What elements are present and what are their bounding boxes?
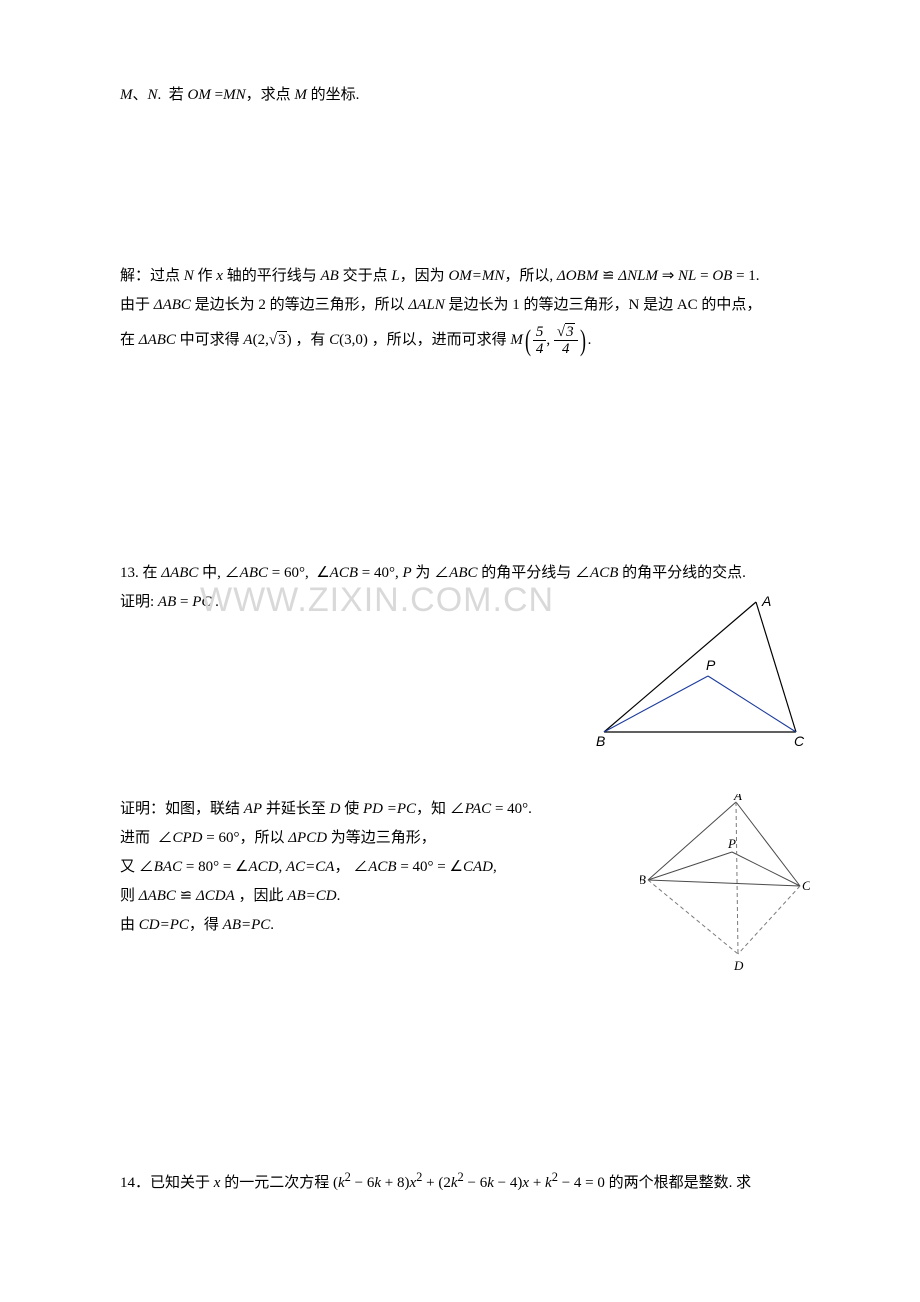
problem13-proof-text: 证明：如图，联结 AP 并延长至 D 使 PD =PC，知 ∠PAC = 40°… [120, 794, 620, 941]
var-M: M [120, 87, 133, 103]
problem13-statement-a: 13. 在 ΔABC 中, ∠ABC = 60°, ∠ACB = 40°, P … [120, 560, 810, 587]
proof-line1: 证明：如图，联结 AP 并延长至 D 使 PD =PC，知 ∠PAC = 40°… [120, 796, 620, 823]
segment-OM: OM [188, 87, 211, 103]
problem12-tail-line: M、N. 若 OM =MN，求点 M 的坐标. [120, 82, 810, 109]
label-P: P [706, 657, 716, 673]
proof-line4: 则 ΔABC ≌ ΔCDA ，因此 AB=CD. [120, 883, 620, 910]
segment-MN: MN [223, 87, 246, 103]
bisector-lines [604, 676, 796, 732]
M-x-num: 5 [533, 324, 547, 342]
label-P2: P [727, 836, 736, 851]
label-C2: C [802, 878, 810, 893]
problem14-statement: 14．已知关于 x 的一元二次方程 (k2 − 6k + 8)x2 + (2k2… [120, 1166, 810, 1197]
var-N: N [148, 87, 158, 103]
solution12-line2: 由于 ΔABC 是边长为 2 的等边三角形，所以 ΔALN 是边长为 1 的等边… [120, 292, 810, 319]
M-x-den: 4 [533, 341, 547, 358]
solid-edges [648, 802, 800, 886]
solution12-line3: 在 ΔABC 中可求得 A(2,3) ，有 C(3,0) ，所以，进而可求得 M… [120, 321, 810, 360]
label-B2: B [640, 872, 646, 887]
label-B: B [596, 733, 605, 749]
M-y-num: 3 [554, 324, 578, 342]
solution12-block: 解：过点 N 作 x 轴的平行线与 AB 交于点 L，因为 OM=MN，所以, … [120, 263, 810, 360]
M-y-den: 4 [554, 341, 578, 358]
problem13-proof-row: 证明：如图，联结 AP 并延长至 D 使 PD =PC，知 ∠PAC = 40°… [120, 794, 810, 984]
proof-line5: 由 CD=PC，得 AB=PC. [120, 912, 620, 939]
label-D: D [733, 958, 744, 973]
problem13-block: WWW.ZIXIN.COM.CN 13. 在 ΔABC 中, ∠ABC = 60… [120, 560, 810, 984]
dashed-edges [648, 802, 800, 954]
solution12-line1: 解：过点 N 作 x 轴的平行线与 AB 交于点 L，因为 OM=MN，所以, … [120, 263, 810, 290]
label-A: A [761, 594, 771, 609]
proof-line2: 进而 ∠CPD = 60°，所以 ΔPCD 为等边三角形， [120, 825, 620, 852]
label-A2: A [733, 794, 742, 803]
triangle-ABC [604, 602, 796, 732]
problem13-figure1: A B C P [596, 594, 810, 764]
problem13-figure2: A B C P D [640, 794, 810, 984]
var-M2: M [294, 87, 307, 103]
proof-line3: 又 ∠BAC = 80° = ∠ACD, AC=CA， ∠ACB = 40° =… [120, 854, 620, 881]
label-C: C [794, 733, 805, 749]
